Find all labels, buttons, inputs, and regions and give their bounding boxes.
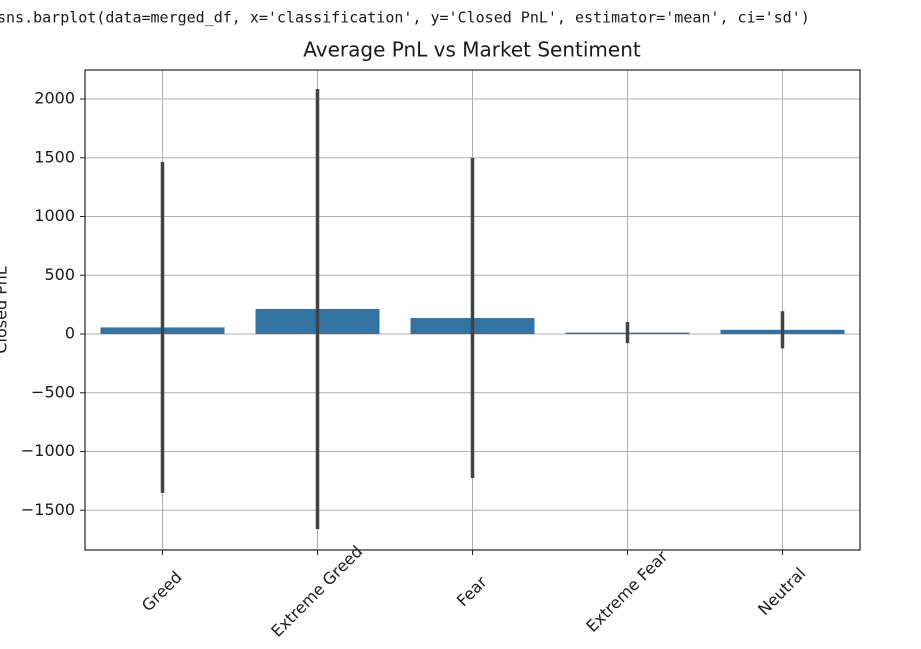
y-tick-label: −1000 [21,441,75,460]
y-tick-label: −1500 [21,500,75,519]
code-line: sns.barplot(data=merged_df, x='classific… [0,9,810,27]
chart-title: Average PnL vs Market Sentiment [303,38,641,62]
plot-frame [84,69,861,551]
x-tick-label: Greed [138,567,186,615]
x-tick-label: Fear [453,572,491,610]
y-tick-label: −500 [31,382,75,401]
y-axis-label: Closed PnL [0,266,11,353]
y-tick-label: 1000 [34,206,75,225]
x-tick-label: Extreme Fear [582,546,671,635]
y-tick-label: 0 [65,324,75,343]
x-tick-label: Extreme Greed [267,542,366,641]
y-tick-label: 1500 [34,147,75,166]
x-tick-label: Neutral [754,564,809,619]
y-tick-label: 500 [44,265,75,284]
y-tick-label: 2000 [34,89,75,108]
